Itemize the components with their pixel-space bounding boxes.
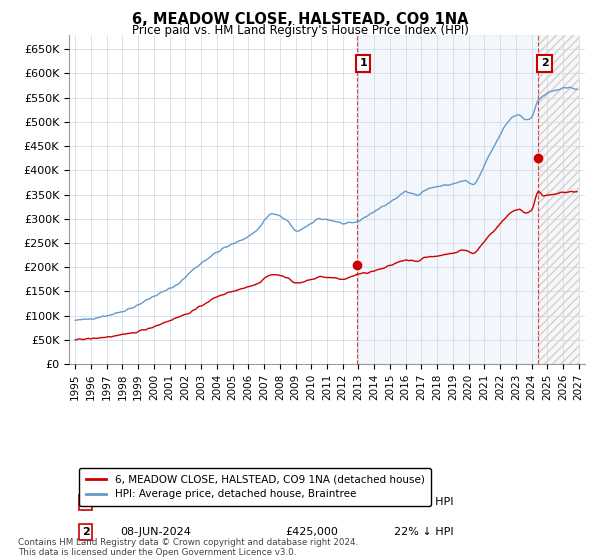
Text: 08-JUN-2024: 08-JUN-2024 <box>121 527 191 537</box>
Text: Price paid vs. HM Land Registry's House Price Index (HPI): Price paid vs. HM Land Registry's House … <box>131 24 469 37</box>
Text: 2: 2 <box>541 58 548 68</box>
Text: 1: 1 <box>82 497 89 507</box>
Text: 28-NOV-2012: 28-NOV-2012 <box>121 497 195 507</box>
Text: 22% ↓ HPI: 22% ↓ HPI <box>394 527 454 537</box>
Bar <box>538 35 579 364</box>
Text: 34% ↓ HPI: 34% ↓ HPI <box>394 497 454 507</box>
Text: Contains HM Land Registry data © Crown copyright and database right 2024.
This d: Contains HM Land Registry data © Crown c… <box>18 538 358 557</box>
Text: £425,000: £425,000 <box>286 527 338 537</box>
Text: 2: 2 <box>82 527 89 537</box>
Text: 6, MEADOW CLOSE, HALSTEAD, CO9 1NA: 6, MEADOW CLOSE, HALSTEAD, CO9 1NA <box>132 12 468 27</box>
Legend: 6, MEADOW CLOSE, HALSTEAD, CO9 1NA (detached house), HPI: Average price, detache: 6, MEADOW CLOSE, HALSTEAD, CO9 1NA (deta… <box>79 468 431 506</box>
Bar <box>357 35 538 364</box>
Text: 1: 1 <box>359 58 367 68</box>
Bar <box>538 35 579 364</box>
Text: £205,000: £205,000 <box>286 497 338 507</box>
